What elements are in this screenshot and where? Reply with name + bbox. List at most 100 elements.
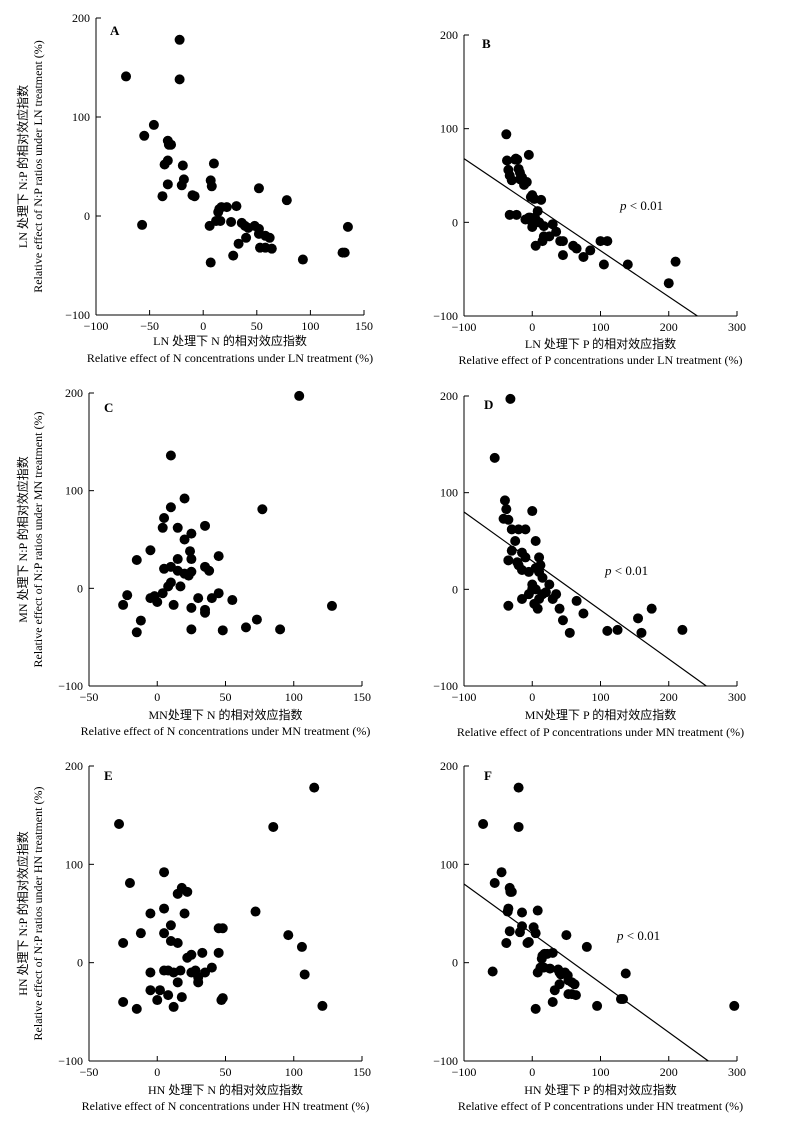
data-point	[145, 545, 156, 556]
data-point	[527, 584, 538, 595]
data-point	[253, 183, 264, 194]
data-point	[185, 546, 196, 557]
data-point	[578, 608, 589, 619]
data-point	[339, 247, 350, 258]
data-point	[159, 928, 170, 939]
data-point	[122, 590, 133, 601]
data-point	[551, 226, 562, 237]
data-point	[197, 947, 208, 958]
significance-annotation: p < 0.01	[604, 563, 648, 578]
data-point	[551, 589, 562, 600]
data-point	[135, 928, 146, 939]
data-point	[179, 568, 190, 579]
data-point	[149, 591, 160, 602]
data-point	[501, 155, 512, 166]
x-tick-label: −100	[452, 1065, 477, 1079]
data-point	[547, 947, 558, 958]
regression-line	[463, 883, 709, 1062]
data-point	[206, 962, 217, 973]
x-axis-label-en: Relative effect of P concentrations unde…	[459, 353, 743, 367]
y-tick-label: 200	[440, 759, 458, 773]
data-point	[175, 581, 186, 592]
data-point	[602, 236, 613, 247]
x-tick-label: −100	[84, 319, 109, 333]
data-point	[145, 908, 156, 919]
data-point	[520, 524, 531, 535]
data-point	[503, 555, 514, 566]
data-point	[554, 603, 565, 614]
x-axis-label-en: Relative effect of N concentrations unde…	[82, 1099, 370, 1113]
data-point	[537, 572, 548, 583]
data-point	[221, 202, 232, 213]
data-point	[131, 1003, 142, 1014]
y-axis-label-cn: LN 处理下 N:P 的相对效应指数	[15, 85, 30, 248]
data-point	[505, 393, 516, 404]
x-axis-label-en: Relative effect of N concentrations unde…	[87, 351, 373, 365]
data-point	[294, 390, 305, 401]
data-point	[268, 821, 279, 832]
data-point	[176, 992, 187, 1003]
data-point	[592, 1000, 603, 1011]
y-tick-label: 200	[72, 11, 90, 25]
data-point	[204, 220, 215, 231]
x-axis-label-cn: LN 处理下 N 的相对效应指数	[153, 333, 307, 348]
data-point	[139, 130, 150, 141]
data-point	[578, 251, 589, 262]
data-point	[489, 452, 500, 463]
x-tick-label: 0	[529, 320, 535, 334]
panel-a: −100 0 100 200 −100 −50 0 50 100 150 A LN 处理下 N 的相对…	[15, 11, 373, 365]
data-point	[523, 149, 534, 160]
data-point	[166, 139, 177, 150]
data-point	[145, 985, 156, 996]
panel-f: −100 0 100 200 −100 0 100 200 300 Fp < 0.01 HN 处理下…	[433, 759, 746, 1113]
y-axis-label-en: Relative effect of N:P ratios under LN t…	[31, 40, 45, 293]
data-point	[513, 782, 524, 793]
y-tick-label: 200	[65, 759, 83, 773]
data-point	[571, 243, 582, 254]
y-tick-label: 0	[452, 215, 458, 229]
y-tick-label: −100	[433, 309, 458, 323]
data-point	[513, 821, 524, 832]
x-axis-label-en: Relative effect of P concentrations unde…	[458, 1099, 743, 1113]
data-point	[165, 502, 176, 513]
data-point	[213, 551, 224, 562]
x-tick-label: 0	[529, 1065, 535, 1079]
y-tick-label: 200	[440, 389, 458, 403]
x-tick-label: 300	[728, 1065, 746, 1079]
data-point	[520, 214, 531, 225]
data-point	[633, 613, 644, 624]
x-axis-label-cn: MN处理下 N 的相对效应指数	[148, 707, 302, 722]
x-axis-label-cn: LN 处理下 P 的相对效应指数	[525, 336, 676, 351]
y-tick-label: 0	[77, 581, 83, 595]
data-point	[561, 930, 572, 941]
data-point	[163, 990, 174, 1001]
data-point	[512, 154, 523, 165]
x-axis-label-cn: MN处理下 P 的相对效应指数	[525, 707, 677, 722]
data-point	[517, 907, 528, 918]
data-point	[281, 195, 292, 206]
data-point	[241, 232, 252, 243]
data-point	[189, 191, 200, 202]
data-point	[157, 191, 168, 202]
data-point	[536, 194, 547, 205]
data-point	[489, 878, 500, 889]
data-point	[501, 938, 512, 948]
data-point	[135, 615, 146, 626]
y-axis-label-en: Relative effect of N:P ratios under MN t…	[31, 412, 45, 668]
x-tick-label: 100	[592, 1065, 610, 1079]
x-tick-label: 0	[154, 690, 160, 704]
data-point	[213, 923, 224, 934]
x-tick-label: 0	[154, 1065, 160, 1079]
data-point	[179, 534, 190, 545]
data-point	[530, 536, 541, 546]
data-point	[535, 560, 546, 571]
x-tick-label: 100	[285, 1065, 303, 1079]
data-point	[547, 219, 558, 230]
data-point	[581, 941, 592, 952]
data-point	[557, 615, 568, 626]
data-point	[145, 967, 156, 978]
x-tick-label: 150	[353, 1065, 371, 1079]
x-axis-label-en: Relative effect of P concentrations unde…	[457, 725, 744, 739]
data-point	[186, 554, 197, 565]
